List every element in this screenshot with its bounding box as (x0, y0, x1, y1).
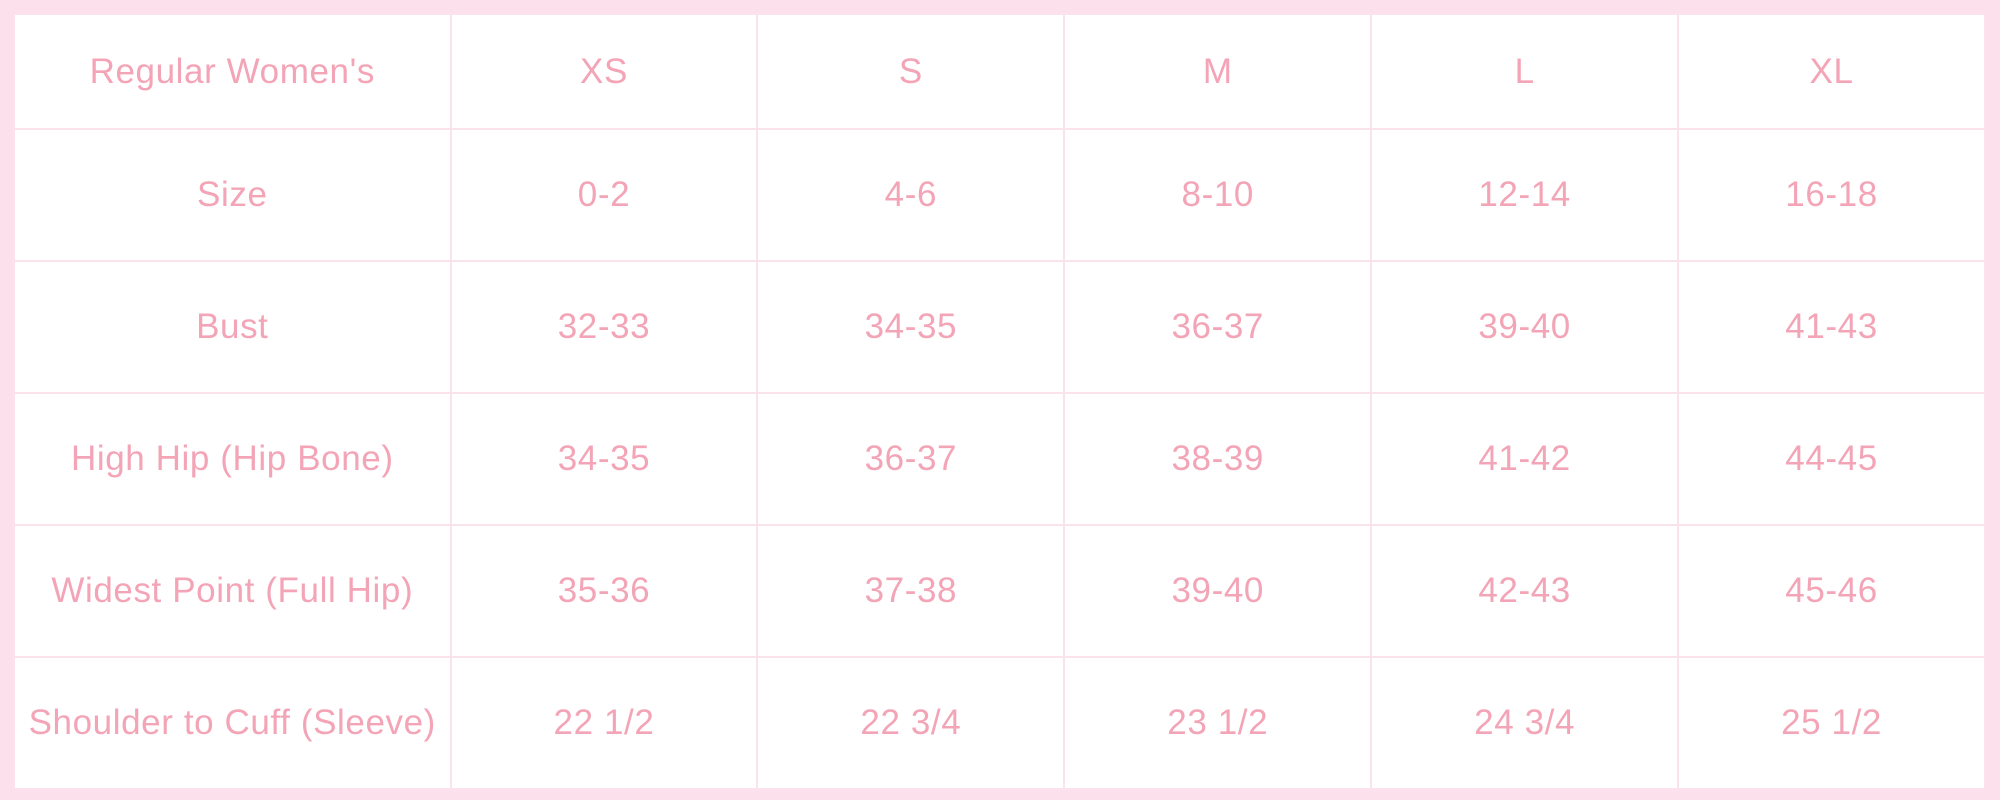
header-cell-s: S (756, 13, 1066, 130)
header-cell-l: L (1370, 13, 1680, 130)
row-label-cell: Shoulder to Cuff (Sleeve) (13, 656, 452, 790)
value-cell: 42-43 (1370, 524, 1680, 658)
value-cell: 0-2 (449, 128, 759, 262)
row-label-cell: Widest Point (Full Hip) (13, 524, 452, 658)
value-cell: 36-37 (756, 392, 1066, 526)
value-cell: 12-14 (1370, 128, 1680, 262)
table-header-row: Regular Women's XS S M L XL (13, 13, 1986, 130)
row-label-cell: High Hip (Hip Bone) (13, 392, 452, 526)
value-cell: 35-36 (449, 524, 759, 658)
value-cell: 4-6 (756, 128, 1066, 262)
value-cell: 22 1/2 (449, 656, 759, 790)
row-label-cell: Size (13, 128, 452, 262)
value-cell: 25 1/2 (1677, 656, 1986, 790)
value-cell: 32-33 (449, 260, 759, 394)
row-label-cell: Bust (13, 260, 452, 394)
value-cell: 38-39 (1063, 392, 1373, 526)
value-cell: 24 3/4 (1370, 656, 1680, 790)
value-cell: 44-45 (1677, 392, 1986, 526)
header-cell-xl: XL (1677, 13, 1986, 130)
value-cell: 39-40 (1063, 524, 1373, 658)
value-cell: 16-18 (1677, 128, 1986, 262)
header-cell-xs: XS (449, 13, 759, 130)
table-row-high-hip: High Hip (Hip Bone) 34-35 36-37 38-39 41… (13, 392, 1986, 526)
value-cell: 23 1/2 (1063, 656, 1373, 790)
header-cell-m: M (1063, 13, 1373, 130)
value-cell: 41-42 (1370, 392, 1680, 526)
value-cell: 8-10 (1063, 128, 1373, 262)
value-cell: 34-35 (756, 260, 1066, 394)
size-chart-frame: Regular Women's XS S M L XL Size 0-2 4-6… (13, 13, 1986, 790)
size-chart-table: Regular Women's XS S M L XL Size 0-2 4-6… (13, 13, 1986, 790)
value-cell: 34-35 (449, 392, 759, 526)
value-cell: 37-38 (756, 524, 1066, 658)
header-cell-category: Regular Women's (13, 13, 452, 130)
value-cell: 22 3/4 (756, 656, 1066, 790)
table-row-sleeve: Shoulder to Cuff (Sleeve) 22 1/2 22 3/4 … (13, 656, 1986, 790)
table-row-widest-point: Widest Point (Full Hip) 35-36 37-38 39-4… (13, 524, 1986, 658)
table-row-size: Size 0-2 4-6 8-10 12-14 16-18 (13, 128, 1986, 262)
value-cell: 45-46 (1677, 524, 1986, 658)
table-row-bust: Bust 32-33 34-35 36-37 39-40 41-43 (13, 260, 1986, 394)
value-cell: 41-43 (1677, 260, 1986, 394)
value-cell: 36-37 (1063, 260, 1373, 394)
value-cell: 39-40 (1370, 260, 1680, 394)
